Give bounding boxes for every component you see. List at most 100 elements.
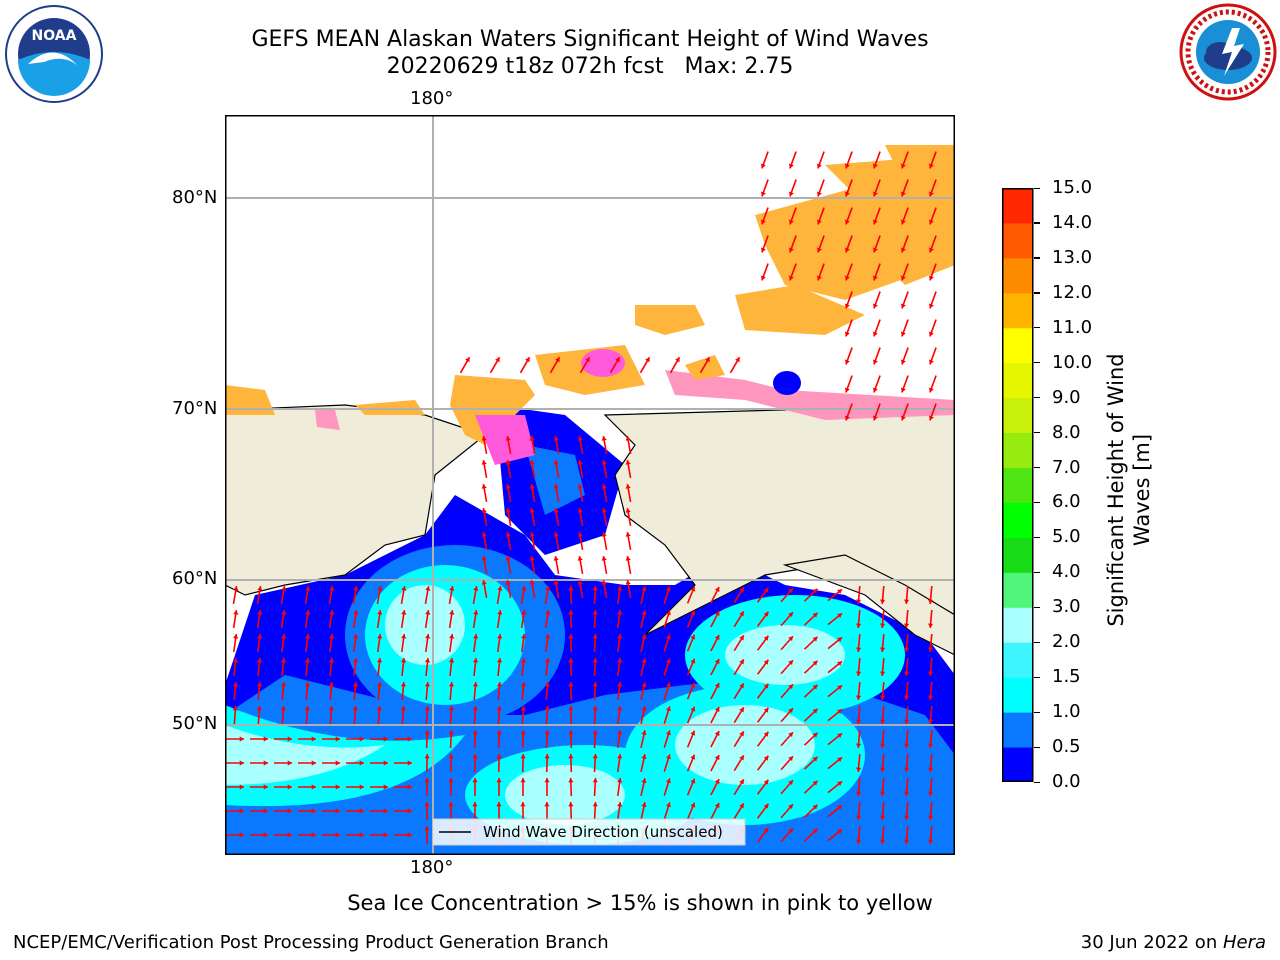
- colorbar-tick-mark: [1034, 641, 1040, 643]
- direction-arrowhead: [837, 805, 842, 811]
- colorbar-tick-mark: [1034, 711, 1040, 713]
- direction-arrowhead: [788, 163, 794, 169]
- direction-arrowhead: [928, 219, 934, 225]
- direction-arrowhead: [788, 660, 793, 666]
- direction-arrowhead: [690, 754, 696, 760]
- direction-arrowhead: [675, 357, 680, 363]
- direction-arrowhead: [383, 808, 388, 814]
- colorbar-segment: [1003, 537, 1033, 573]
- direction-arrowhead: [400, 658, 407, 663]
- colorbar-segment: [1003, 327, 1033, 364]
- direction-arrowhead: [904, 695, 910, 700]
- lat-label-60: 60°N: [172, 568, 218, 589]
- direction-arrowhead: [812, 636, 818, 642]
- direction-arrowhead: [448, 730, 454, 735]
- direction-arrowhead: [812, 780, 818, 786]
- direction-arrowhead: [714, 754, 720, 760]
- direction-arrowhead: [481, 508, 487, 513]
- direction-arrowhead: [424, 730, 430, 735]
- direction-arrowhead: [900, 415, 906, 421]
- direction-arrowhead: [520, 682, 526, 687]
- direction-arrowhead: [739, 659, 744, 665]
- direction-arrowhead: [812, 588, 818, 594]
- direction-arrowhead: [665, 682, 671, 688]
- map-frame: [225, 115, 955, 855]
- direction-arrowhead: [481, 556, 487, 561]
- direction-arrowhead: [872, 359, 878, 365]
- direction-arrowhead: [705, 357, 710, 363]
- wave-height-map: Wind Wave Direction (unscaled): [225, 115, 955, 855]
- direction-arrowhead: [904, 599, 910, 604]
- direction-arrowhead: [448, 658, 455, 663]
- direction-arrowhead: [529, 484, 535, 489]
- direction-arrowhead: [553, 556, 559, 561]
- colorbar-tick-mark: [1034, 362, 1040, 364]
- chart-title: GEFS MEAN Alaskan Waters Significant Hei…: [251, 27, 929, 52]
- colorbar-segment: [1003, 188, 1033, 224]
- direction-arrowhead: [763, 611, 769, 617]
- direction-arrowhead: [928, 415, 934, 421]
- direction-arrowhead: [928, 647, 934, 652]
- direction-arrowhead: [328, 658, 335, 663]
- footer-machine: Hera: [1222, 932, 1266, 953]
- direction-arrowhead: [529, 436, 535, 441]
- direction-arrowhead: [425, 634, 431, 639]
- direction-arrowhead: [497, 610, 503, 615]
- direction-arrowhead: [690, 706, 696, 712]
- direction-arrowhead: [645, 357, 650, 363]
- direction-arrowhead: [568, 778, 574, 783]
- direction-arrowhead: [788, 756, 793, 762]
- direction-arrowhead: [592, 586, 598, 591]
- direction-arrowhead: [407, 832, 412, 838]
- direction-arrowhead: [481, 460, 487, 465]
- direction-arrowhead: [577, 436, 583, 441]
- nws-logo-icon: [1179, 3, 1277, 101]
- direction-arrowhead: [665, 730, 671, 736]
- direction-arrowhead: [617, 586, 623, 591]
- direction-arrowhead: [601, 484, 607, 489]
- colorbar-segment: [1003, 642, 1033, 678]
- direction-arrowhead: [904, 839, 910, 844]
- direction-arrowhead: [359, 736, 364, 742]
- direction-arrowhead: [788, 732, 793, 738]
- direction-arrowhead: [424, 682, 430, 687]
- direction-arrowhead: [545, 634, 551, 639]
- direction-arrowhead: [256, 658, 263, 663]
- direction-arrowhead: [690, 682, 696, 688]
- direction-arrowhead: [497, 634, 503, 639]
- direction-arrowhead: [407, 784, 412, 790]
- lat-label-80: 80°N: [172, 187, 218, 208]
- direction-arrowhead: [383, 760, 388, 766]
- colorbar-segment: [1003, 607, 1033, 643]
- direction-arrowhead: [239, 784, 244, 790]
- direction-arrowhead: [856, 671, 862, 676]
- direction-arrowhead: [305, 586, 311, 591]
- direction-arrowhead: [449, 610, 455, 615]
- direction-arrowhead: [856, 815, 862, 820]
- direction-arrowhead: [816, 275, 822, 281]
- direction-arrowhead: [496, 754, 502, 759]
- direction-arrowhead: [763, 779, 769, 785]
- graticule: [225, 115, 955, 855]
- direction-arrowhead: [553, 532, 559, 537]
- direction-arrowhead: [788, 247, 794, 253]
- direction-arrowhead: [641, 634, 647, 639]
- colorbar-segment: [1003, 467, 1033, 503]
- direction-arrowhead: [472, 754, 478, 759]
- direction-arrowhead: [280, 658, 287, 663]
- direction-arrowhead: [304, 706, 310, 711]
- direction-arrowhead: [553, 484, 559, 489]
- direction-arrowhead: [353, 586, 359, 591]
- direction-arrowhead: [305, 610, 311, 615]
- direction-arrowhead: [816, 163, 822, 169]
- direction-arrowhead: [690, 658, 696, 664]
- direction-arrowhead: [714, 706, 720, 712]
- direction-arrowhead: [665, 610, 671, 616]
- direction-arrowhead: [568, 706, 574, 711]
- direction-arrowhead: [844, 247, 850, 253]
- footer-left: NCEP/EMC/Verification Post Processing Pr…: [13, 932, 609, 953]
- direction-arrowhead: [617, 802, 623, 807]
- direction-arrowhead: [641, 802, 647, 807]
- direction-arrowhead: [335, 760, 340, 766]
- footer-right: 30 Jun 2022 on Hera: [1081, 932, 1266, 953]
